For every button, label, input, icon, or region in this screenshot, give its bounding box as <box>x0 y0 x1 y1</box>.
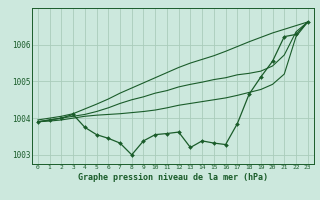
X-axis label: Graphe pression niveau de la mer (hPa): Graphe pression niveau de la mer (hPa) <box>78 173 268 182</box>
